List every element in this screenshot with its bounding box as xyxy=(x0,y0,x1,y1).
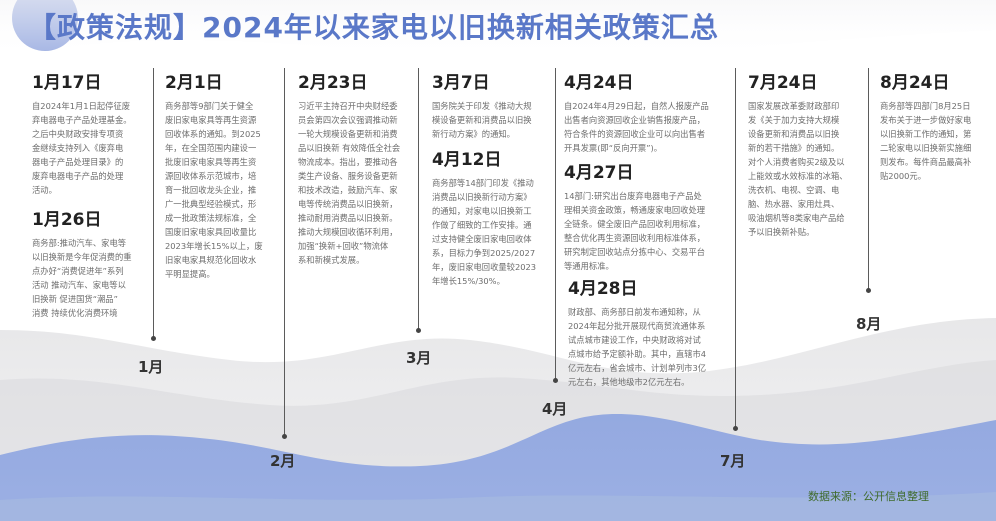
timeline-dot xyxy=(866,288,871,293)
entry-date: 4月24日 xyxy=(564,73,634,93)
timeline-dot xyxy=(151,336,156,341)
timeline-line xyxy=(153,68,154,338)
timeline-entry-apr12: 4月12日 商务部等14部门印发《推动 消费品以旧换新行动方案》 的通知，对家电… xyxy=(432,145,557,288)
month-label: 2月 xyxy=(270,452,296,470)
timeline-line xyxy=(555,68,556,380)
entry-text: 商务部等四部门8月25日 发布关于进一步做好家电 以旧换新工作的通知，第 二轮家… xyxy=(880,101,972,181)
timeline-entry-jan26: 1月26日 商务部:推动汽车、家电等 以旧换新是今年促消费的重 点办好“消费促进… xyxy=(32,205,152,320)
page-title: 【政策法规】2024年以来家电以旧换新相关政策汇总 xyxy=(28,11,719,44)
month-label: 7月 xyxy=(720,452,746,470)
entry-date: 4月28日 xyxy=(568,279,638,299)
timeline-entry-jan17: 1月17日 自2024年1月1日起停征废 弃电器电子产品处理基金。 之后中央财政… xyxy=(32,68,152,197)
entry-text: 国务院关于印发《推动大规 模设备更新和消费品以旧换 新行动方案》的通知。 xyxy=(432,101,532,139)
entry-date: 2月1日 xyxy=(165,73,223,93)
timeline-dot xyxy=(553,378,558,383)
entry-text: 自2024年1月1日起停征废 弃电器电子产品处理基金。 之后中央财政安排专项资 … xyxy=(32,101,132,195)
month-label: 3月 xyxy=(406,349,432,367)
entry-date: 7月24日 xyxy=(748,73,818,93)
timeline-dot xyxy=(282,434,287,439)
timeline-line xyxy=(735,68,736,428)
entry-text: 14部门:研究出台废弃电器电子产品处 理相关资金政策，畅通废家电回收处理 全链条… xyxy=(564,191,706,271)
entry-text: 商务部等9部门关于健全 废旧家电家具等再生资源 回收体系的通知。到2025 年，… xyxy=(165,101,263,279)
entry-date: 4月12日 xyxy=(432,150,502,170)
entry-date: 8月24日 xyxy=(880,73,950,93)
timeline-dot xyxy=(733,426,738,431)
entry-text: 商务部等14部门印发《推动 消费品以旧换新行动方案》 的通知，对家电以旧换新工 … xyxy=(432,178,537,286)
timeline-line xyxy=(418,68,419,330)
timeline-entry-apr28: 4月28日 财政部、商务部日前发布通知称，从 2024年起分批开展现代商贸流通体… xyxy=(568,274,738,389)
timeline-entry-jul24: 7月24日 国家发展改革委财政部印 发《关于加力支持大规模 设备更新和消费品以旧… xyxy=(748,68,873,239)
timeline-entry-apr24: 4月24日 自2024年4月29日起，自然人报废产品 出售者向资源回收企业销售报… xyxy=(564,68,734,155)
entry-date: 4月27日 xyxy=(564,163,634,183)
month-label: 1月 xyxy=(138,358,164,376)
entry-date: 2月23日 xyxy=(298,73,368,93)
entry-text: 国家发展改革委财政部印 发《关于加力支持大规模 设备更新和消费品以旧换 新的若干… xyxy=(748,101,848,237)
entry-date: 3月7日 xyxy=(432,73,490,93)
timeline-entry-apr27: 4月27日 14部门:研究出台废弃电器电子产品处 理相关资金政策，畅通废家电回收… xyxy=(564,158,734,273)
timeline-entry-mar7: 3月7日 国务院关于印发《推动大规 模设备更新和消费品以旧换 新行动方案》的通知… xyxy=(432,68,557,141)
timeline-dot xyxy=(416,328,421,333)
entry-text: 习近平主持召开中央财经委 员会第四次会议强调推动新 一轮大规模设备更新和消费 品… xyxy=(298,101,401,265)
timeline-entry-aug24: 8月24日 商务部等四部门8月25日 发布关于进一步做好家电 以旧换新工作的通知… xyxy=(880,68,995,183)
entry-date: 1月26日 xyxy=(32,210,102,230)
entry-text: 商务部:推动汽车、家电等 以旧换新是今年促消费的重 点办好“消费促进年”系列 活… xyxy=(32,238,132,318)
entry-text: 财政部、商务部日前发布通知称，从 2024年起分批开展现代商贸流通体系 试点城市… xyxy=(568,307,707,387)
entry-text: 自2024年4月29日起，自然人报废产品 出售者向资源回收企业销售报废产品， 符… xyxy=(564,101,709,153)
entry-date: 1月17日 xyxy=(32,73,102,93)
timeline-entry-feb23: 2月23日 习近平主持召开中央财经委 员会第四次会议强调推动新 一轮大规模设备更… xyxy=(298,68,423,267)
timeline-entry-feb1: 2月1日 商务部等9部门关于健全 废旧家电家具等再生资源 回收体系的通知。到20… xyxy=(165,68,285,281)
month-label: 4月 xyxy=(542,400,568,418)
month-label: 8月 xyxy=(856,315,882,333)
data-source-note: 数据来源：公开信息整理 xyxy=(808,490,929,503)
timeline-line xyxy=(868,68,869,290)
timeline-line xyxy=(284,68,285,436)
